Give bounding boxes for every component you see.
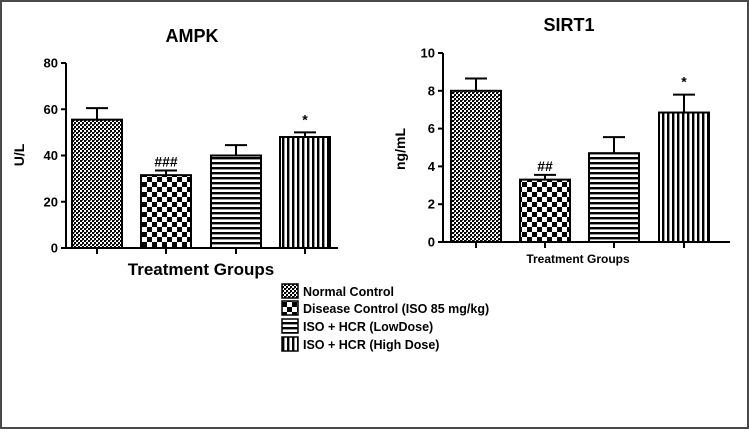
legend-label: Disease Control (ISO 85 mg/kg): [303, 302, 489, 316]
bar: [140, 174, 192, 249]
x-axis-label: Treatment Groups: [526, 252, 630, 266]
legend-swatch: [281, 300, 299, 316]
legend-label: Normal Control: [303, 285, 394, 299]
y-tick-label: 40: [44, 148, 58, 163]
bar: [71, 118, 123, 249]
bar: [658, 111, 710, 243]
figure-canvas: AMPK U/L Treatment Groups 020406080###* …: [11, 15, 730, 352]
legend-label: ISO + HCR (High Dose): [303, 338, 439, 352]
y-tick-label: 4: [428, 159, 436, 174]
legend-label: ISO + HCR (LowDose): [303, 320, 433, 334]
x-axis-label: Treatment Groups: [128, 260, 274, 279]
sirt1-chart: SIRT1 ng/mL Treatment Groups 0 2 4 6 8 10 ## *: [392, 15, 730, 266]
legend-swatch: [281, 336, 299, 352]
bar: [279, 136, 331, 249]
chart-title: SIRT1: [543, 15, 594, 35]
bar: [210, 154, 262, 249]
significance-label: ###: [154, 154, 178, 170]
y-tick-label: 20: [44, 194, 58, 209]
y-tick-label: 0: [428, 235, 435, 250]
significance-label: ##: [537, 158, 553, 174]
ampk-chart: AMPK U/L Treatment Groups 0 20 40 60 80 ### *: [11, 26, 338, 279]
bar: [588, 152, 640, 243]
significance-label: *: [681, 74, 687, 90]
y-tick-label: 60: [44, 102, 58, 117]
y-tick-label: 8: [428, 83, 435, 98]
y-tick-label: 2: [428, 197, 435, 212]
y-tick-label: 80: [44, 56, 58, 71]
significance-label: *: [302, 111, 308, 127]
y-tick-label: 10: [421, 46, 435, 61]
y-axis-label: ng/mL: [392, 128, 408, 170]
chart-title: AMPK: [166, 26, 219, 46]
legend-swatch: [281, 318, 299, 334]
legend: Normal Control Disease Control (ISO 85 mg…: [281, 283, 489, 352]
y-tick-label: 0: [51, 241, 58, 256]
legend-swatch: [281, 283, 299, 299]
bar: [450, 89, 502, 243]
bar: [519, 178, 571, 244]
y-tick-label: 6: [428, 121, 435, 136]
y-axis-label: U/L: [11, 143, 27, 166]
